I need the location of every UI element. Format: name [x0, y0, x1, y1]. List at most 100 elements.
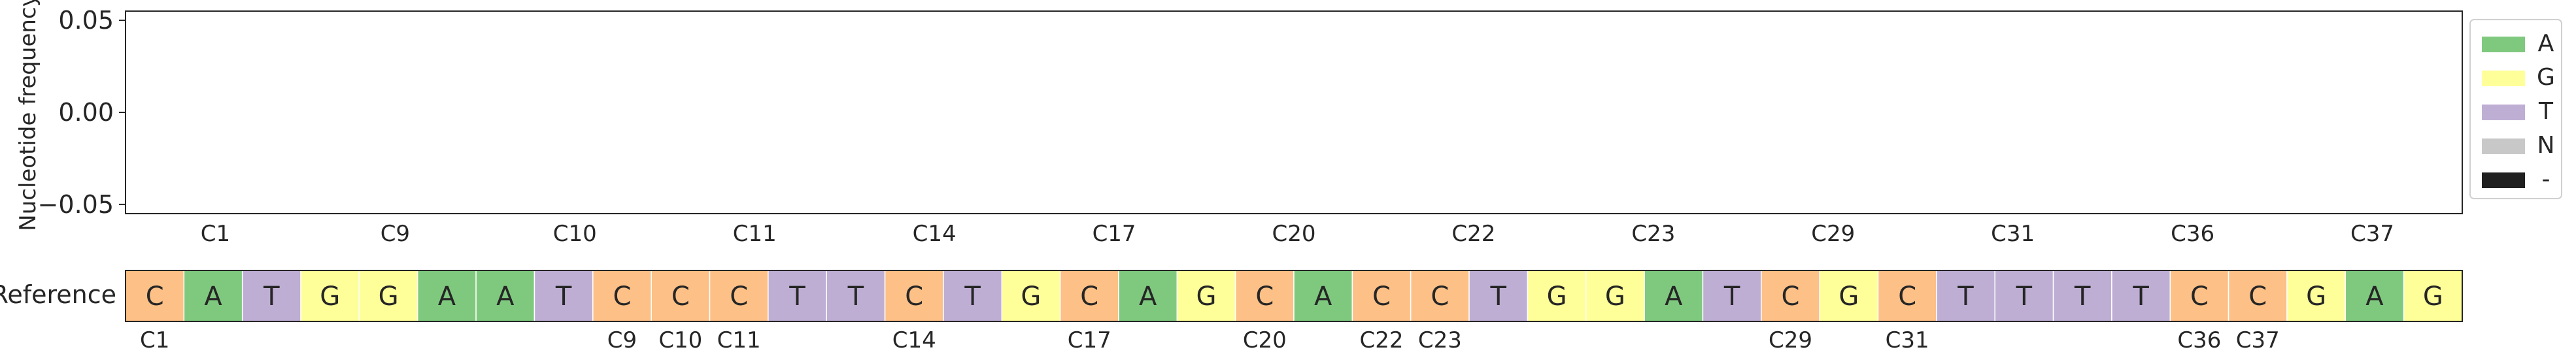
reference-base-letter: A	[1314, 282, 1332, 312]
reference-base-cell	[651, 270, 711, 322]
frequency-plot: 0.05 0.00 −0.05 Nucleotide frequency C1 C9 C…	[15, 0, 2463, 247]
reference-base-letter: A	[496, 282, 515, 312]
reference-base-letter: C	[1898, 282, 1916, 312]
legend-label: A	[2538, 30, 2554, 57]
reference-base-cell	[1585, 270, 1645, 322]
legend-label: T	[2538, 98, 2554, 125]
legend-swatch	[2482, 37, 2525, 52]
reference-base-cell	[2286, 270, 2347, 322]
legend-label: N	[2537, 132, 2555, 159]
reference-base-letter: A	[1665, 282, 1683, 312]
reference-base-letter: C	[1372, 282, 1391, 312]
top-x-tick-label: C29	[1811, 221, 1855, 247]
y-tick-label: 0.05	[58, 6, 114, 35]
reference-base-letter: C	[671, 282, 690, 312]
reference-base-letter: A	[438, 282, 456, 312]
reference-base-letter: T	[2074, 282, 2091, 312]
reference-base-letter: G	[379, 282, 399, 312]
y-tick-label: 0.00	[58, 98, 114, 127]
reference-base-letter: T	[847, 282, 864, 312]
reference-base-cell	[2228, 270, 2288, 322]
reference-base-cell	[358, 270, 418, 322]
reference-base-letter: G	[1196, 282, 1216, 312]
reference-base-letter: C	[1431, 282, 1449, 312]
reference-tick-label: C1	[140, 327, 169, 353]
reference-tick-label: C9	[607, 327, 637, 353]
top-x-tick-label: C10	[553, 221, 597, 247]
reference-base-cell	[1293, 270, 1353, 322]
reference-base-letter: G	[2306, 282, 2326, 312]
top-x-tick-label: C36	[2171, 221, 2214, 247]
y-axis-ticks: 0.05 0.00 −0.05	[38, 6, 126, 219]
legend-swatch	[2482, 172, 2525, 188]
reference-base-cell	[2111, 270, 2171, 322]
reference-base-letter: G	[1605, 282, 1625, 312]
reference-tick-label: C23	[1418, 327, 1462, 353]
reference-base-letter: T	[263, 282, 280, 312]
reference-base-cell	[1819, 270, 1879, 322]
top-x-tick-label: C31	[1991, 221, 2035, 247]
reference-base-letter: T	[2132, 282, 2149, 312]
reference-base-cell	[1410, 270, 1470, 322]
reference-base-cell	[1702, 270, 1762, 322]
top-x-tick-label: C1	[201, 221, 230, 247]
reference-tick-label: C11	[717, 327, 761, 353]
reference-track: Reference C A T G G A A T C C C T T C T G C A G C A C C T G G A T C G…	[0, 270, 2463, 353]
reference-tick-label: C10	[658, 327, 702, 353]
top-x-tick-label: C11	[733, 221, 777, 247]
reference-base-letter: C	[2248, 282, 2267, 312]
top-x-tick-label: C9	[381, 221, 410, 247]
reference-base-cell	[884, 270, 944, 322]
reference-base-letter: T	[1490, 282, 1507, 312]
reference-tick-label: C22	[1360, 327, 1404, 353]
reference-base-letter: T	[1723, 282, 1740, 312]
reference-base-letter: C	[1782, 282, 1800, 312]
y-tick-label: −0.05	[38, 190, 114, 219]
reference-base-letter: C	[1080, 282, 1098, 312]
top-x-tick-label: C37	[2350, 221, 2394, 247]
reference-base-cell	[1059, 270, 1119, 322]
reference-base-cell	[1877, 270, 1937, 322]
reference-base-letter: T	[788, 282, 805, 312]
reference-base-cell	[709, 270, 769, 322]
legend-swatch	[2482, 105, 2525, 120]
reference-tick-label: C17	[1068, 327, 1111, 353]
reference-base-letter: T	[555, 282, 572, 312]
top-x-tick-label: C22	[1451, 221, 1495, 247]
reference-base-letter: C	[905, 282, 923, 312]
top-x-tick-labels: C1 C9 C10 C11 C14 C17 C20 C22 C23 C29 C31 C36 C37	[201, 221, 2394, 247]
reference-base-cell	[417, 270, 477, 322]
legend-label: G	[2537, 64, 2555, 91]
reference-base-letter: T	[2016, 282, 2033, 312]
reference-base-letter: A	[1139, 282, 1157, 312]
reference-base-cell	[1936, 270, 1995, 322]
reference-base-letter: G	[1547, 282, 1567, 312]
legend-swatch	[2482, 71, 2525, 86]
top-x-tick-label: C14	[913, 221, 957, 247]
reference-base-letter: G	[1839, 282, 1859, 312]
reference-base-cell	[475, 270, 535, 322]
reference-tick-label: C37	[2236, 327, 2280, 353]
reference-frame	[125, 270, 2463, 322]
reference-tick-label: C31	[1886, 327, 1929, 353]
reference-base-letter: C	[2190, 282, 2209, 312]
reference-base-letter: T	[1957, 282, 1974, 312]
legend-label: -	[2542, 166, 2551, 193]
reference-base-cell	[534, 270, 594, 322]
reference-tick-label: C14	[892, 327, 936, 353]
y-axis-label: Nucleotide frequency	[15, 0, 41, 231]
reference-base-letter: C	[613, 282, 632, 312]
reference-base-letter: C	[146, 282, 164, 312]
reference-base-letter: A	[204, 282, 222, 312]
reference-base-letter: C	[730, 282, 748, 312]
legend-swatch	[2482, 138, 2525, 154]
reference-label: Reference	[0, 280, 116, 309]
reference-tick-label: C20	[1243, 327, 1287, 353]
reference-base-letter: T	[964, 282, 981, 312]
top-x-tick-label: C23	[1631, 221, 1675, 247]
reference-base-letter: A	[2365, 282, 2384, 312]
reference-base-letter: C	[1255, 282, 1274, 312]
